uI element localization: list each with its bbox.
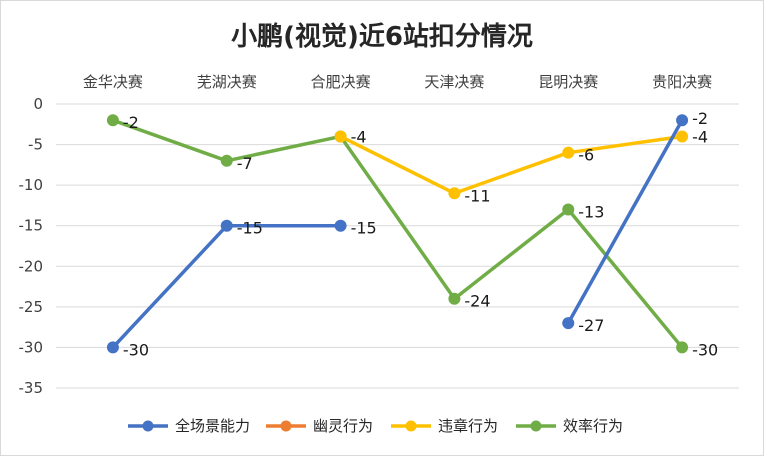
y-tick-label: -5 <box>28 136 43 154</box>
series-segment <box>566 207 684 350</box>
category-label: 金华决赛 <box>83 73 143 91</box>
series-1 <box>106 114 689 354</box>
data-point <box>220 154 233 167</box>
legend-item: 全场景能力 <box>128 417 250 435</box>
legend-item: 违章行为 <box>391 417 498 435</box>
data-label: -15 <box>351 219 377 238</box>
series-segment <box>111 118 229 163</box>
data-label: -13 <box>578 202 604 221</box>
data-point <box>562 317 575 330</box>
legend-item: 幽灵行为 <box>266 417 373 435</box>
legend-label: 全场景能力 <box>175 417 250 435</box>
series-segment <box>338 134 457 301</box>
series-segment <box>225 134 343 163</box>
series-segment <box>566 134 684 155</box>
legend-label: 幽灵行为 <box>313 417 373 435</box>
data-label: -7 <box>237 154 253 173</box>
y-tick-label: -30 <box>19 338 44 356</box>
gridlines <box>56 103 739 389</box>
series-segment <box>566 118 684 325</box>
legend-item: 效率行为 <box>516 417 623 435</box>
legend-label: 违章行为 <box>438 417 498 435</box>
category-label: 芜湖决赛 <box>197 73 257 91</box>
data-point <box>676 114 689 127</box>
data-point <box>448 292 461 305</box>
data-point <box>676 341 689 354</box>
category-label: 天津决赛 <box>424 73 484 91</box>
y-tick-label: 0 <box>33 95 43 113</box>
y-tick-label: -20 <box>19 257 44 275</box>
series-segment <box>111 223 229 350</box>
data-label: -4 <box>351 127 367 146</box>
data-point <box>562 146 575 159</box>
legend-marker <box>280 420 292 432</box>
data-point <box>448 187 461 200</box>
y-tick-label: -15 <box>19 217 44 235</box>
series-segment <box>338 134 457 196</box>
x-axis-categories: 金华决赛 芜湖决赛 合肥决赛 天津决赛 昆明决赛 贵阳决赛 <box>83 73 712 91</box>
data-point <box>220 219 233 232</box>
data-label: -6 <box>578 146 594 165</box>
legend-label: 效率行为 <box>563 417 623 435</box>
data-point <box>106 341 119 354</box>
y-tick-label: -25 <box>19 298 44 316</box>
chart-title: 小鹏(视觉)近6站扣分情况 <box>231 22 533 52</box>
data-point <box>676 130 689 143</box>
data-labels: -2 -7 -4 -24 -13 -30 -11 -6 -4 -30 -15 -15 -27 -2 <box>123 109 718 359</box>
data-label: -24 <box>464 292 490 311</box>
data-label: -30 <box>123 340 149 359</box>
category-label: 合肥决赛 <box>311 73 371 91</box>
data-label: -2 <box>692 109 708 128</box>
y-axis-ticks: 0 -5 -10 -15 -20 -25 -30 -35 <box>19 95 44 397</box>
series-lines <box>106 114 689 354</box>
legend-marker <box>530 420 542 432</box>
legend-marker <box>142 420 154 432</box>
category-label: 昆明决赛 <box>538 73 598 91</box>
data-point <box>106 114 119 127</box>
category-label: 贵阳决赛 <box>652 73 712 91</box>
data-label: -11 <box>464 186 490 205</box>
legend: 全场景能力 幽灵行为 违章行为 效率行为 <box>128 417 623 435</box>
y-tick-label: -35 <box>19 379 44 397</box>
data-label: -30 <box>692 340 718 359</box>
data-label: -27 <box>578 316 604 335</box>
series-segment <box>452 207 570 301</box>
series-segment <box>452 150 570 196</box>
data-label: -2 <box>123 113 139 132</box>
data-label: -15 <box>237 219 263 238</box>
data-point <box>334 130 347 143</box>
data-point <box>562 203 575 216</box>
y-tick-label: -10 <box>19 176 44 194</box>
data-point <box>334 219 347 232</box>
data-label: -4 <box>692 127 708 146</box>
series-3 <box>334 130 689 200</box>
legend-marker <box>405 420 417 432</box>
